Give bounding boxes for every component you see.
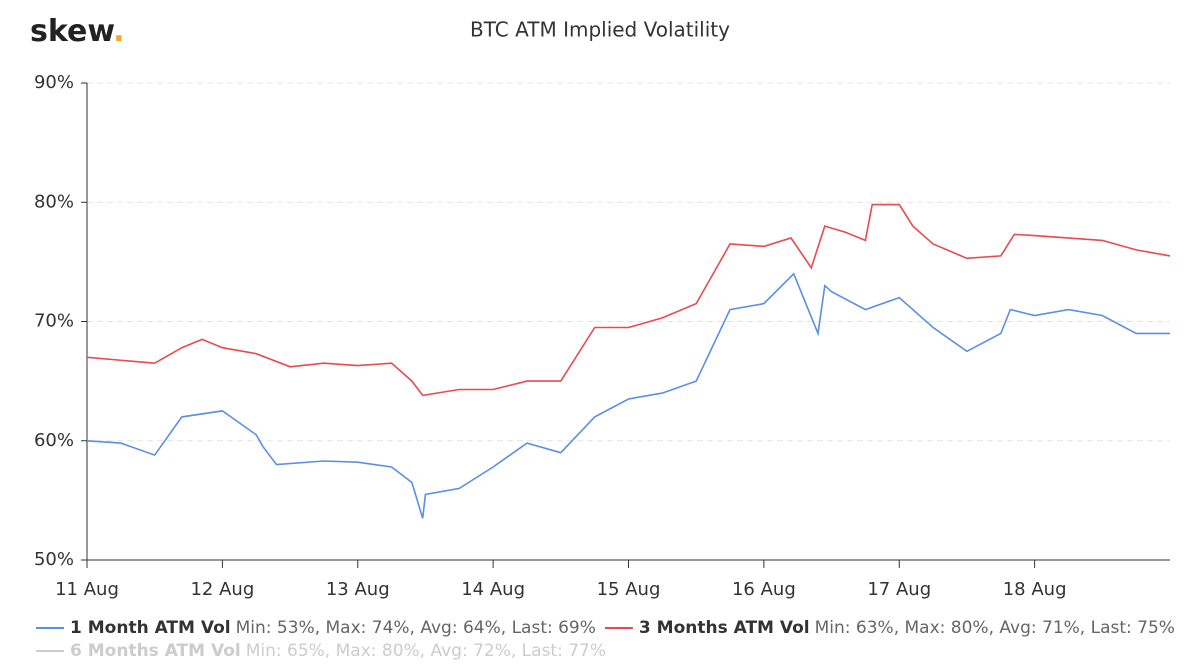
logo-word: skew [30,14,114,49]
legend-text: 3 Months ATM Vol Min: 63%, Max: 80%, Avg:… [639,618,1175,638]
legend-name: 6 Months ATM Vol [70,641,241,661]
x-tick-label: 11 Aug [55,579,119,600]
legend-stats: Min: 53%, Max: 74%, Avg: 64%, Last: 69% [236,618,596,638]
x-tick-label: 16 Aug [732,579,796,600]
legend-item[interactable]: 6 Months ATM Vol Min: 65%, Max: 80%, Avg:… [36,641,606,661]
x-tick-label: 18 Aug [1003,579,1067,600]
y-tick-label: 50% [34,549,74,570]
x-tick-label: 12 Aug [190,579,254,600]
y-tick-label: 60% [34,430,74,451]
legend-stats: Min: 65%, Max: 80%, Avg: 72%, Last: 77% [246,641,606,661]
chart-title: BTC ATM Implied Volatility [470,18,730,42]
y-tick-label: 90% [34,72,74,93]
legend-stats: Min: 63%, Max: 80%, Avg: 71%, Last: 75% [815,618,1175,638]
x-tick-label: 15 Aug [597,579,661,600]
x-tick-label: 14 Aug [461,579,525,600]
series-line [86,272,1170,519]
logo: skew. [30,14,125,49]
x-tick-label: 17 Aug [867,579,931,600]
x-tick-label: 13 Aug [326,579,390,600]
y-tick-label: 70% [34,311,74,332]
legend-name: 3 Months ATM Vol [639,618,810,638]
legend-item[interactable]: 3 Months ATM Vol Min: 63%, Max: 80%, Avg:… [604,618,1175,638]
legend-text: 1 Month ATM Vol Min: 53%, Max: 74%, Avg: … [70,618,596,638]
legend-item[interactable]: 1 Month ATM Vol Min: 53%, Max: 74%, Avg: … [36,618,596,638]
y-tick-label: 80% [34,191,74,212]
legend-name: 1 Month ATM Vol [70,618,231,638]
logo-dot: . [113,14,124,49]
legend-text: 6 Months ATM Vol Min: 65%, Max: 80%, Avg:… [70,641,606,661]
series-line [86,203,1171,397]
